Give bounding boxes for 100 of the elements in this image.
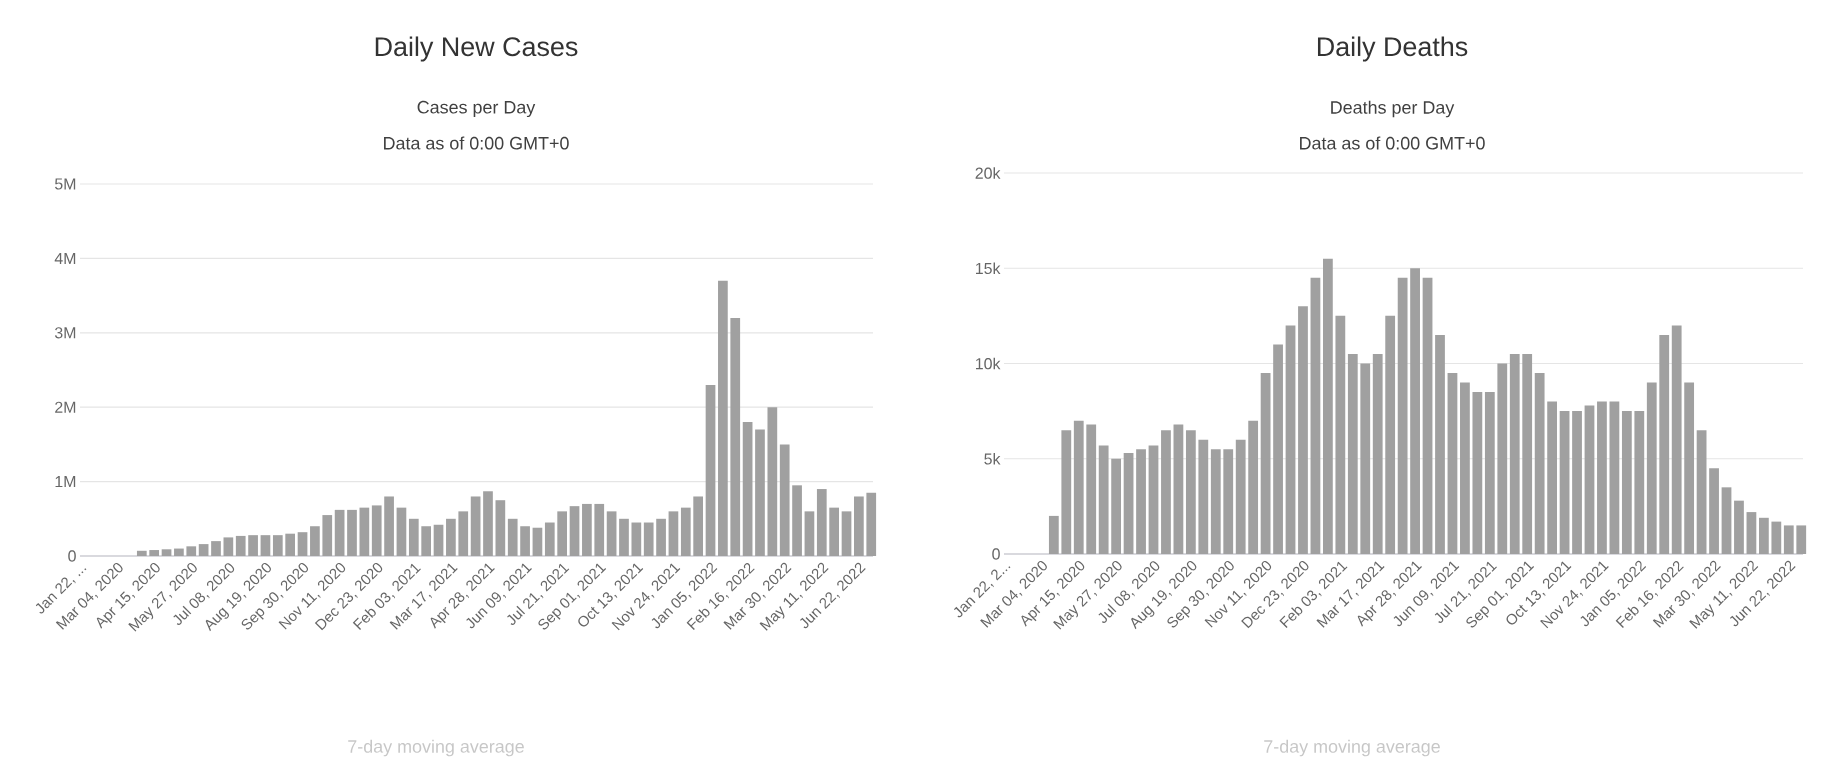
bar — [396, 507, 407, 556]
bar — [248, 535, 258, 556]
bar — [582, 503, 592, 556]
bar — [1659, 334, 1670, 554]
bar — [322, 515, 333, 556]
bar — [532, 527, 543, 556]
bar — [198, 544, 209, 556]
y-tick-label: 5k — [984, 452, 1001, 465]
y-tick-label: 2M — [55, 401, 76, 413]
bar — [1559, 411, 1570, 554]
bar — [272, 535, 283, 556]
bar — [1684, 382, 1695, 554]
bar — [816, 489, 827, 556]
bar — [1397, 277, 1408, 554]
bar — [792, 485, 802, 556]
bar — [705, 384, 716, 556]
bar — [1447, 373, 1458, 554]
bar — [235, 535, 246, 556]
bar — [1709, 468, 1719, 554]
bar — [1634, 411, 1645, 554]
bar — [1609, 401, 1620, 554]
bar — [631, 522, 642, 556]
bar — [359, 507, 370, 556]
bar — [643, 522, 654, 556]
bar — [1360, 363, 1371, 554]
bar — [223, 537, 234, 556]
bar — [1509, 353, 1520, 554]
bar — [1385, 315, 1396, 554]
bar — [1347, 353, 1358, 554]
bar — [1260, 373, 1271, 554]
bar — [742, 422, 753, 556]
y-tick-label: 0 — [68, 550, 76, 562]
bar — [1210, 449, 1221, 554]
bar — [1372, 353, 1383, 554]
bar — [829, 507, 840, 556]
bar — [668, 511, 679, 556]
bar — [1696, 430, 1707, 554]
bar — [1223, 449, 1234, 554]
bar — [458, 511, 469, 556]
bar — [371, 505, 382, 556]
text: Data as of 0:00 GMT+0 — [1300, 136, 1485, 150]
bar — [1597, 401, 1607, 554]
bar — [755, 429, 765, 556]
bar — [174, 548, 184, 556]
text: Data as of 0:00 GMT+0 — [384, 136, 569, 150]
bar — [1323, 258, 1333, 554]
y-tick-label: 3M — [54, 327, 76, 339]
bar — [1235, 439, 1246, 554]
bar — [606, 511, 617, 556]
chart-title: Daily Deaths — [1317, 36, 1468, 62]
bar — [1298, 306, 1308, 554]
bar — [730, 317, 741, 556]
bar — [520, 526, 530, 556]
bar — [804, 511, 815, 556]
bar — [1746, 512, 1757, 554]
bar — [1048, 515, 1059, 554]
bar — [408, 518, 419, 556]
bar — [1185, 430, 1196, 554]
y-tick-label: 1M — [55, 476, 76, 488]
y-tick-label: 20k — [975, 167, 1001, 179]
bar — [779, 444, 790, 556]
bar — [1248, 420, 1259, 554]
bar — [841, 511, 852, 556]
bar — [680, 507, 691, 556]
bar — [211, 541, 221, 556]
chart-subtitle: Deaths per Day — [1331, 100, 1455, 118]
bar — [260, 535, 271, 556]
bar — [495, 500, 506, 556]
bar — [446, 518, 456, 556]
bar — [1721, 487, 1732, 554]
bar — [1410, 268, 1420, 554]
bar — [619, 518, 629, 556]
bar — [136, 550, 147, 556]
bar — [1484, 392, 1495, 554]
bar — [1646, 382, 1657, 554]
bar — [1161, 430, 1171, 554]
bar — [470, 496, 481, 556]
bar — [866, 492, 877, 556]
bar — [1758, 517, 1769, 554]
bar — [334, 509, 345, 556]
y-tick-label: 15k — [976, 262, 1001, 275]
bar — [1422, 277, 1433, 554]
bar — [310, 526, 320, 556]
bar — [1497, 363, 1508, 554]
bar — [1671, 325, 1682, 554]
bar — [1086, 424, 1097, 554]
bar — [1335, 315, 1346, 554]
bar — [1173, 424, 1184, 554]
bar — [1472, 392, 1483, 554]
bar — [1435, 334, 1445, 554]
bar — [569, 506, 580, 556]
bar — [297, 532, 308, 556]
bar — [854, 496, 864, 556]
y-tick-label: 4M — [54, 252, 76, 264]
bar — [1273, 344, 1283, 554]
bar — [1061, 430, 1072, 554]
bar — [1584, 405, 1595, 554]
bar — [1198, 439, 1209, 554]
y-tick-label: 10k — [976, 357, 1001, 370]
bar — [1734, 500, 1744, 554]
